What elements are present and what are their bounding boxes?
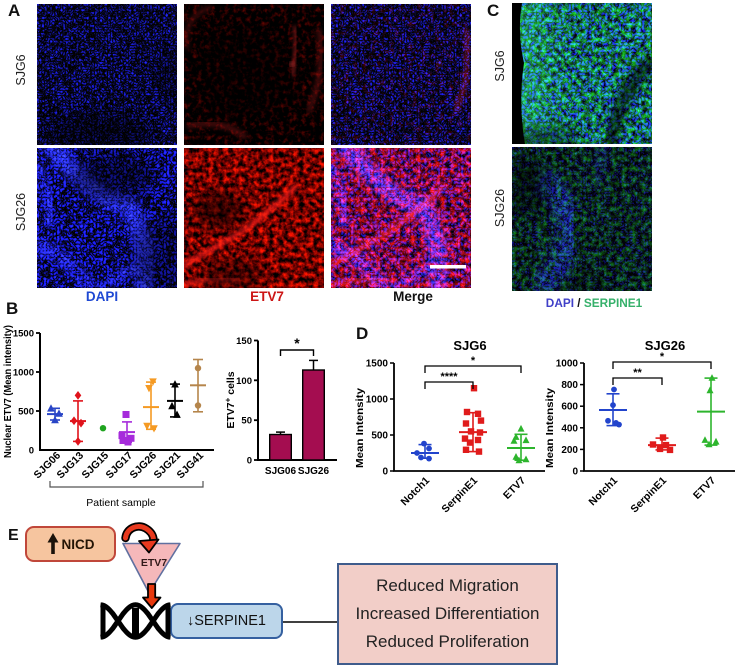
- svg-text:500: 500: [18, 407, 34, 418]
- svg-text:SerpinE1: SerpinE1: [439, 475, 480, 516]
- svg-text:**: **: [633, 367, 642, 379]
- svg-text:SJG26: SJG26: [645, 338, 685, 353]
- svg-text:200: 200: [561, 445, 578, 456]
- svg-text:1000: 1000: [556, 359, 579, 370]
- svg-text:Notch1: Notch1: [398, 475, 432, 509]
- svg-text:SerpinE1: SerpinE1: [628, 475, 669, 516]
- svg-text:400: 400: [561, 423, 578, 434]
- svg-text:SJG26: SJG26: [298, 466, 330, 477]
- svg-text:1500: 1500: [366, 359, 389, 370]
- svg-text:100: 100: [236, 376, 252, 387]
- svg-text:Mean Intensity: Mean Intensity: [544, 388, 556, 468]
- svg-text:0: 0: [572, 467, 578, 478]
- svg-text:0: 0: [29, 446, 34, 457]
- svg-text:Nuclear ETV7 (Mean intensity): Nuclear ETV7 (Mean intensity): [3, 325, 14, 458]
- svg-text:800: 800: [561, 380, 578, 391]
- svg-text:1500: 1500: [13, 329, 34, 340]
- svg-text:1000: 1000: [13, 368, 34, 379]
- svg-text:*: *: [471, 355, 476, 367]
- svg-text:Mean Intensity: Mean Intensity: [354, 388, 366, 468]
- svg-text:*: *: [294, 335, 300, 351]
- svg-text:ETV7: ETV7: [141, 557, 167, 569]
- svg-text:600: 600: [561, 402, 578, 413]
- svg-text:ETV7: ETV7: [691, 475, 718, 502]
- svg-text:****: ****: [440, 371, 458, 383]
- svg-text:1000: 1000: [366, 395, 389, 406]
- svg-text:SJG06: SJG06: [265, 466, 297, 477]
- svg-text:ETV7+ cells: ETV7+ cells: [224, 371, 238, 428]
- svg-text:150: 150: [236, 336, 252, 347]
- svg-text:*: *: [660, 351, 665, 363]
- svg-text:Notch1: Notch1: [586, 475, 620, 509]
- svg-text:SJG6: SJG6: [453, 338, 486, 353]
- svg-text:50: 50: [241, 416, 252, 427]
- svg-text:Patient sample: Patient sample: [86, 497, 156, 509]
- svg-text:500: 500: [371, 431, 388, 442]
- svg-text:0: 0: [382, 467, 388, 478]
- svg-text:ETV7: ETV7: [501, 475, 528, 502]
- svg-text:0: 0: [247, 456, 252, 467]
